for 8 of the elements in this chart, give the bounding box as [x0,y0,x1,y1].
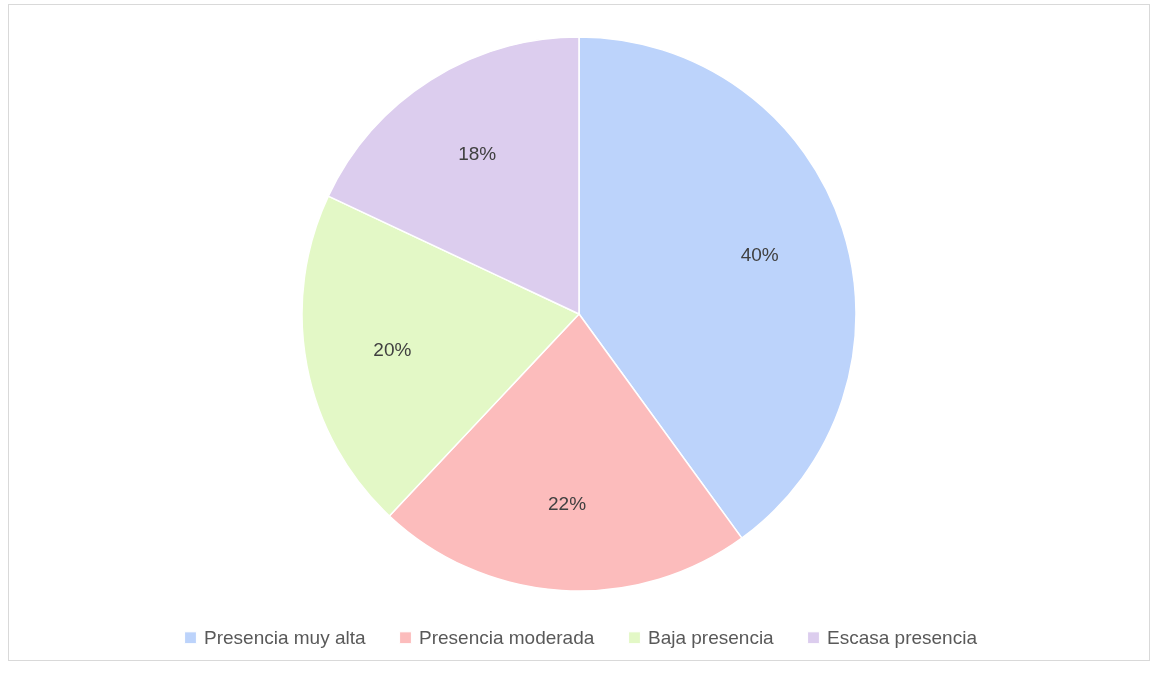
data-label: 18% [458,142,497,164]
data-label: 40% [740,244,779,266]
legend-label: Presencia moderada [419,626,595,648]
data-label: 20% [373,338,412,360]
legend-label: Baja presencia [648,626,775,648]
legend-label: Escasa presencia [827,626,978,648]
data-label: 22% [548,492,587,514]
legend-label: Presencia muy alta [204,626,367,648]
